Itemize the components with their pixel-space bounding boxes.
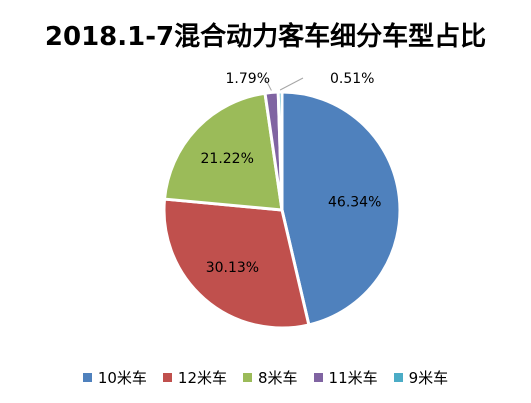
legend-item-2: 12米车 [162, 367, 227, 388]
legend-item-3: 8米车 [243, 367, 298, 388]
legend-swatch-2 [162, 373, 172, 382]
legend-swatch-4 [313, 373, 323, 382]
leader-line-5 [279, 77, 304, 91]
pie-slice-1 [280, 90, 402, 327]
data-label-3: 21.22% [201, 151, 254, 167]
legend-label-1: 10米车 [97, 369, 147, 387]
pie-slice-3 [163, 91, 284, 212]
data-label-2: 30.13% [206, 260, 259, 276]
data-label-4: 1.79% [226, 71, 270, 87]
legend-item-1: 10米车 [82, 367, 147, 388]
pie-slice-5 [276, 90, 284, 212]
legend-label-2: 12米车 [177, 369, 227, 387]
legend-swatch-5 [393, 373, 403, 382]
legend-swatch-1 [82, 373, 92, 382]
legend-label-3: 8米车 [258, 369, 298, 387]
legend-label-4: 11米车 [328, 369, 378, 387]
pie-slice-2 [162, 197, 311, 330]
legend-item-4: 11米车 [313, 367, 378, 388]
legend: 10米车 12米车 8米车 11米车 9米车 [0, 367, 531, 388]
chart-title: 2018.1-7混合动力客车细分车型占比 [44, 22, 487, 52]
legend-label-5: 9米车 [408, 369, 449, 387]
data-label-5: 0.51% [330, 71, 374, 87]
leader-line-4 [265, 79, 272, 91]
data-label-1: 46.34% [328, 195, 381, 211]
legend-item-5: 9米车 [393, 367, 449, 388]
legend-swatch-3 [243, 373, 252, 382]
